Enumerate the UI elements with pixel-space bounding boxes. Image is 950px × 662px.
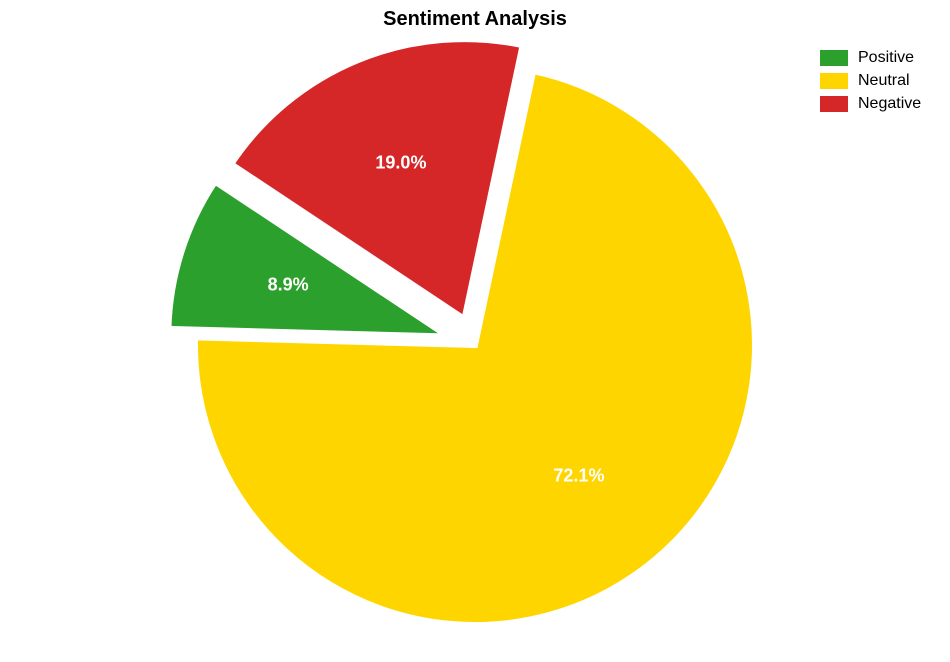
pie-container: 19.0% 8.9% 72.1% <box>0 0 950 662</box>
sentiment-pie-chart: Sentiment Analysis 19.0%8.9%72.1% Positi… <box>0 0 950 662</box>
legend-label: Negative <box>858 94 921 113</box>
legend-swatch <box>820 96 848 112</box>
legend-label: Positive <box>858 48 914 67</box>
legend-swatch <box>820 73 848 89</box>
legend-swatch <box>820 50 848 66</box>
legend-item-negative: Negative <box>820 94 921 113</box>
pie-svg: 19.0% 8.9% 72.1% <box>0 0 950 662</box>
pie-slice-label-negative: 19.0% <box>375 152 426 172</box>
legend-label: Neutral <box>858 71 910 90</box>
legend: Positive Neutral Negative <box>820 48 921 114</box>
pie-slice-label-positive: 8.9% <box>268 275 309 295</box>
pie-slice-label-neutral: 72.1% <box>553 466 604 486</box>
legend-item-neutral: Neutral <box>820 71 921 90</box>
legend-item-positive: Positive <box>820 48 921 67</box>
